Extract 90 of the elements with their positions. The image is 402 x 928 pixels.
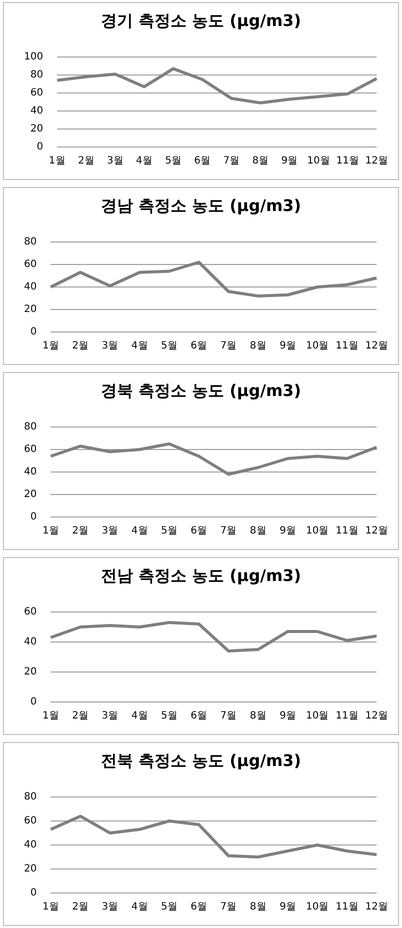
x-tick-label: 9월 bbox=[280, 902, 296, 913]
y-tick-label: 40 bbox=[24, 282, 37, 293]
y-tick-label: 20 bbox=[24, 304, 37, 316]
y-tick-label: 0 bbox=[30, 512, 37, 523]
y-tick-label: 80 bbox=[30, 70, 44, 81]
x-tick-label: 12월 bbox=[365, 340, 388, 352]
x-tick-label: 8월 bbox=[250, 710, 266, 722]
x-tick-label: 4월 bbox=[131, 902, 148, 913]
x-tick-label: 12월 bbox=[365, 710, 388, 722]
x-tick-label: 5월 bbox=[161, 902, 178, 913]
x-tick-label: 5월 bbox=[165, 156, 182, 167]
x-tick-label: 2월 bbox=[72, 902, 89, 913]
x-tick-label: 11월 bbox=[336, 710, 358, 722]
x-tick-label: 3월 bbox=[102, 526, 118, 537]
x-tick-label: 3월 bbox=[107, 156, 124, 167]
y-tick-label: 0 bbox=[30, 326, 37, 338]
y-tick-label: 20 bbox=[24, 666, 37, 678]
x-tick-label: 7월 bbox=[223, 156, 240, 167]
chart-title: 경남 측정소 농도 (µg/m3) bbox=[100, 196, 302, 217]
x-tick-label: 12월 bbox=[365, 156, 388, 167]
y-tick-label: 0 bbox=[30, 888, 37, 899]
y-tick-label: 60 bbox=[30, 88, 44, 99]
x-tick-label: 9월 bbox=[280, 710, 296, 722]
y-tick-label: 80 bbox=[24, 236, 37, 248]
x-tick-label: 8월 bbox=[252, 156, 269, 167]
x-tick-label: 3월 bbox=[102, 710, 118, 722]
x-tick-label: 11월 bbox=[336, 340, 358, 352]
y-tick-label: 40 bbox=[24, 840, 37, 851]
x-tick-label: 5월 bbox=[161, 710, 178, 722]
y-tick-label: 0 bbox=[36, 142, 44, 153]
y-tick-label: 40 bbox=[24, 636, 37, 648]
x-tick-label: 2월 bbox=[72, 526, 89, 537]
x-tick-label: 4월 bbox=[131, 340, 148, 352]
y-tick-label: 60 bbox=[24, 444, 37, 456]
chart-title: 경북 측정소 농도 (µg/m3) bbox=[100, 381, 302, 402]
y-tick-label: 20 bbox=[24, 864, 37, 875]
x-tick-label: 4월 bbox=[136, 156, 152, 167]
x-tick-label: 5월 bbox=[161, 526, 178, 537]
x-tick-label: 10월 bbox=[306, 526, 329, 537]
x-tick-label: 5월 bbox=[161, 340, 178, 352]
x-tick-label: 3월 bbox=[102, 902, 118, 913]
y-tick-label: 60 bbox=[24, 816, 37, 827]
x-tick-label: 10월 bbox=[306, 902, 329, 913]
x-tick-label: 6월 bbox=[190, 902, 208, 913]
x-tick-label: 8월 bbox=[250, 902, 266, 913]
y-tick-label: 80 bbox=[24, 422, 37, 433]
y-tick-label: 100 bbox=[24, 52, 44, 63]
x-tick-label: 7월 bbox=[220, 526, 237, 537]
y-tick-label: 20 bbox=[30, 124, 44, 135]
chart-title: 경기 측정소 농도 (µg/m3) bbox=[100, 11, 302, 32]
x-tick-label: 2월 bbox=[72, 340, 89, 352]
y-tick-label: 60 bbox=[24, 606, 37, 618]
x-tick-label: 8월 bbox=[250, 340, 266, 352]
x-tick-label: 11월 bbox=[336, 902, 358, 913]
x-tick-label: 8월 bbox=[250, 526, 266, 537]
y-tick-label: 60 bbox=[24, 259, 37, 270]
x-tick-label: 6월 bbox=[194, 156, 211, 167]
chart-title: 전남 측정소 농도 (µg/m3) bbox=[100, 566, 302, 587]
x-tick-label: 4월 bbox=[131, 710, 148, 722]
x-tick-label: 1월 bbox=[42, 902, 59, 913]
x-tick-label: 6월 bbox=[190, 710, 208, 722]
x-tick-label: 2월 bbox=[78, 156, 94, 167]
x-tick-label: 11월 bbox=[336, 526, 358, 537]
x-tick-label: 10월 bbox=[307, 156, 330, 167]
x-tick-label: 12월 bbox=[365, 526, 388, 537]
x-tick-label: 7월 bbox=[220, 710, 237, 722]
y-tick-label: 20 bbox=[24, 489, 37, 500]
x-tick-label: 1월 bbox=[42, 526, 59, 537]
x-tick-label: 10월 bbox=[306, 340, 329, 352]
x-tick-label: 7월 bbox=[220, 902, 237, 913]
chart-title: 전북 측정소 농도 (µg/m3) bbox=[100, 751, 302, 772]
y-tick-label: 40 bbox=[24, 466, 37, 478]
x-tick-label: 1월 bbox=[48, 156, 66, 167]
x-tick-label: 1월 bbox=[42, 340, 59, 352]
x-tick-label: 4월 bbox=[131, 526, 148, 537]
x-tick-label: 9월 bbox=[280, 340, 296, 352]
x-tick-label: 2월 bbox=[72, 710, 89, 722]
x-tick-label: 10월 bbox=[306, 710, 329, 722]
x-tick-label: 6월 bbox=[190, 526, 208, 537]
y-tick-label: 80 bbox=[24, 792, 37, 803]
y-tick-label: 0 bbox=[30, 696, 37, 708]
x-tick-label: 6월 bbox=[190, 340, 208, 352]
x-tick-label: 1월 bbox=[42, 710, 59, 722]
x-tick-label: 3월 bbox=[102, 340, 118, 352]
x-tick-label: 7월 bbox=[220, 340, 237, 352]
x-tick-label: 9월 bbox=[281, 156, 298, 167]
x-tick-label: 12월 bbox=[365, 902, 388, 913]
y-tick-label: 40 bbox=[30, 106, 44, 117]
x-tick-label: 11월 bbox=[336, 156, 359, 167]
x-tick-label: 9월 bbox=[280, 526, 296, 537]
